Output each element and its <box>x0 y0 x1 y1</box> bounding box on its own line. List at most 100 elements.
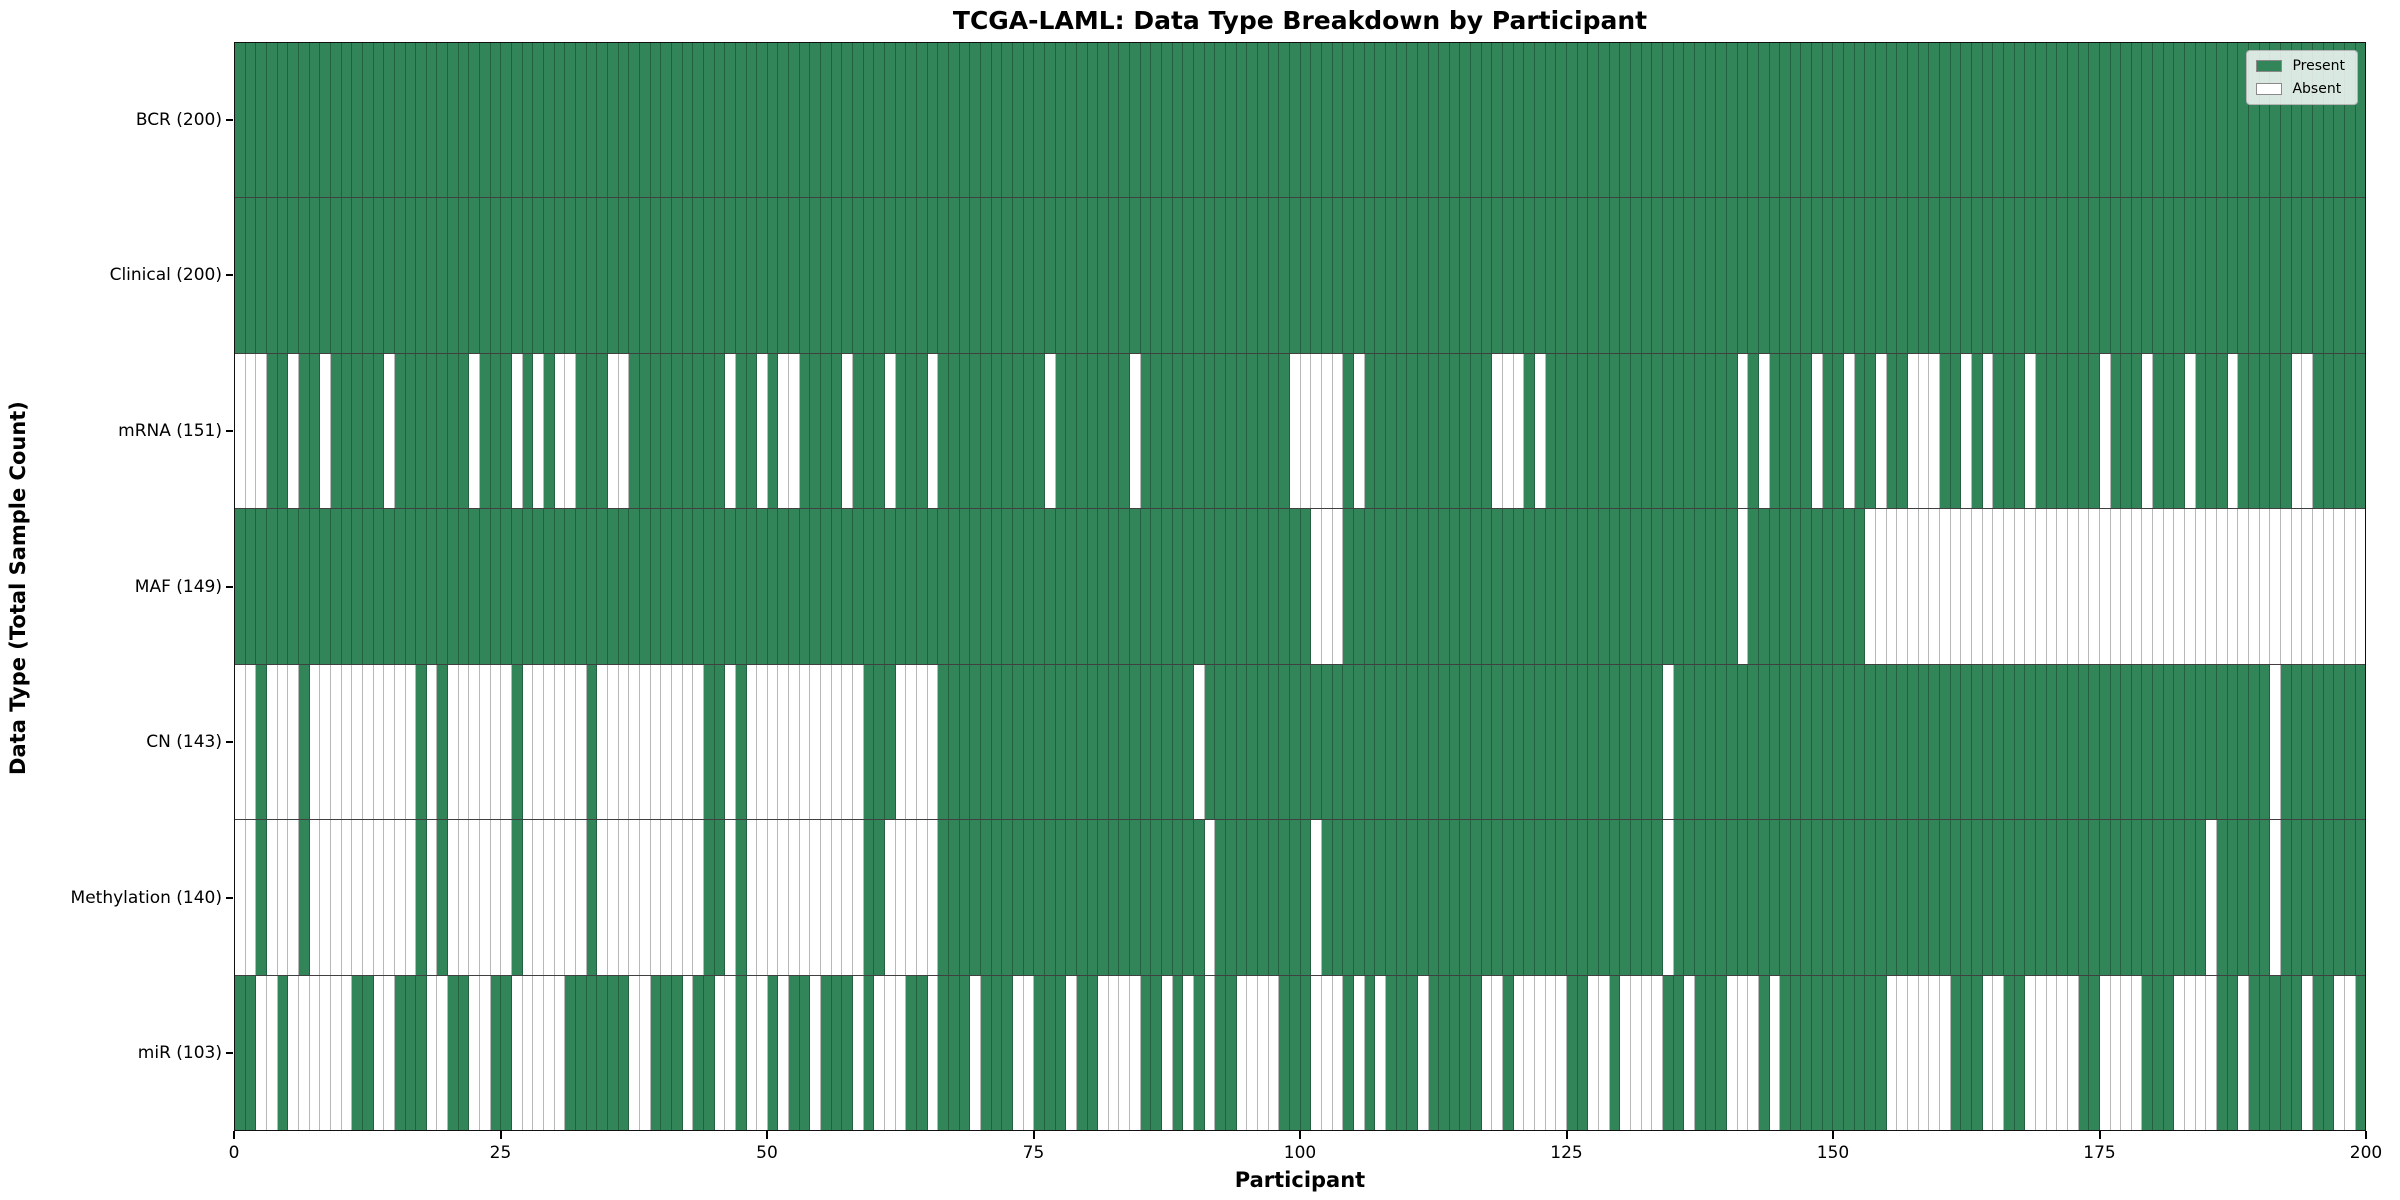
y-tick-label-MAF: MAF (149) <box>134 576 222 597</box>
x-tick-label: 75 <box>1022 1143 1045 1163</box>
heatmap-row-mRNA <box>235 352 2366 509</box>
heatmap-cell <box>2014 43 2026 198</box>
heatmap-cell <box>1439 975 1450 1130</box>
heatmap-cell <box>618 43 630 198</box>
heatmap-cell <box>1620 509 1631 664</box>
heatmap-cell <box>256 975 267 1130</box>
heatmap-cell <box>1353 43 1365 198</box>
heatmap-cell <box>714 198 726 353</box>
heatmap-cell <box>1545 820 1557 975</box>
heatmap-cell <box>576 509 587 664</box>
heatmap-cell <box>842 43 854 198</box>
heatmap-cell <box>2185 820 2196 975</box>
heatmap-cell <box>1385 43 1397 198</box>
heatmap-cell <box>1226 43 1237 198</box>
heatmap-cell <box>629 664 640 820</box>
heatmap-cell <box>554 43 566 198</box>
heatmap-cell <box>1812 198 1823 353</box>
heatmap-cell <box>2302 820 2313 975</box>
heatmap-cell <box>2131 353 2143 509</box>
heatmap-cell <box>1886 353 1898 509</box>
heatmap-cell <box>1971 43 1983 198</box>
heatmap-cell <box>1961 509 1972 664</box>
heatmap-cell <box>2217 820 2228 975</box>
heatmap-cell <box>565 664 576 820</box>
heatmap-cell <box>245 43 257 198</box>
heatmap-cell <box>853 353 864 509</box>
heatmap-cell <box>1098 43 1109 198</box>
heatmap-cell <box>1385 975 1397 1130</box>
heatmap-cell <box>1769 353 1781 509</box>
heatmap-cell <box>714 820 726 975</box>
heatmap-cell <box>416 820 427 975</box>
heatmap-cell <box>970 664 981 820</box>
heatmap-cell <box>1023 820 1035 975</box>
heatmap-cell <box>2121 509 2132 664</box>
heatmap-cell <box>2174 43 2186 198</box>
heatmap-cell <box>1844 509 1855 664</box>
heatmap-cell <box>277 975 289 1130</box>
heatmap-cell <box>1311 43 1322 198</box>
heatmap-cell <box>1194 353 1205 509</box>
heatmap-cell <box>810 198 822 353</box>
heatmap-cell <box>1918 664 1930 820</box>
heatmap-cell <box>1758 820 1770 975</box>
heatmap-cell <box>1055 509 1067 664</box>
y-tick-mark <box>226 585 233 588</box>
heatmap-cell <box>1321 198 1333 353</box>
heatmap-cell <box>2153 509 2164 664</box>
heatmap-cell <box>2046 43 2058 198</box>
legend-present-label: Present <box>2292 58 2345 74</box>
heatmap-cell <box>2312 43 2324 198</box>
heatmap-cell <box>522 975 534 1130</box>
heatmap-cell <box>1183 198 1195 353</box>
heatmap-cell <box>1140 975 1152 1130</box>
heatmap-cell <box>980 820 992 975</box>
heatmap-cell <box>1023 509 1035 664</box>
heatmap-cell <box>341 664 353 820</box>
heatmap-cell <box>490 664 502 820</box>
heatmap-cell <box>1108 43 1120 198</box>
heatmap-cell <box>235 43 246 198</box>
heatmap-cell <box>309 43 321 198</box>
heatmap-cell <box>1481 820 1493 975</box>
heatmap-cell <box>544 975 555 1130</box>
heatmap-cell <box>2195 509 2207 664</box>
heatmap-cell <box>799 820 811 975</box>
heatmap-cell <box>501 820 513 975</box>
heatmap-cell <box>1726 820 1738 975</box>
legend-item-present: Present <box>2256 58 2345 74</box>
heatmap-cell <box>586 820 598 975</box>
heatmap-cell <box>1630 820 1642 975</box>
heatmap-cell <box>2057 198 2068 353</box>
heatmap-cell <box>1034 975 1045 1130</box>
heatmap-cell <box>1726 664 1738 820</box>
heatmap-cell <box>2312 509 2324 664</box>
heatmap-cell <box>1588 353 1599 509</box>
heatmap-cell <box>362 353 374 509</box>
heatmap-cell <box>437 353 449 509</box>
heatmap-cell <box>277 664 289 820</box>
heatmap-cell <box>1385 509 1397 664</box>
heatmap-cell <box>1364 820 1376 975</box>
heatmap-cell <box>799 43 811 198</box>
heatmap-cell <box>938 509 949 664</box>
heatmap-cell <box>384 43 395 198</box>
heatmap-cell <box>1279 353 1290 509</box>
heatmap-cell <box>1790 509 1802 664</box>
heatmap-cell <box>1172 353 1184 509</box>
heatmap-cell <box>298 820 310 975</box>
heatmap-cell <box>437 198 449 353</box>
heatmap-cell <box>2003 664 2015 820</box>
heatmap-cell <box>1215 664 1227 820</box>
heatmap-cell <box>1716 353 1727 509</box>
heatmap-cell <box>394 353 406 509</box>
heatmap-cell <box>1460 664 1472 820</box>
heatmap-cell <box>1226 975 1237 1130</box>
heatmap-cell <box>2206 975 2218 1130</box>
heatmap-cell <box>757 975 768 1130</box>
heatmap-cell <box>1439 664 1450 820</box>
heatmap-cell <box>1971 509 1983 664</box>
heatmap-cell <box>1172 975 1184 1130</box>
heatmap-cell <box>959 198 971 353</box>
